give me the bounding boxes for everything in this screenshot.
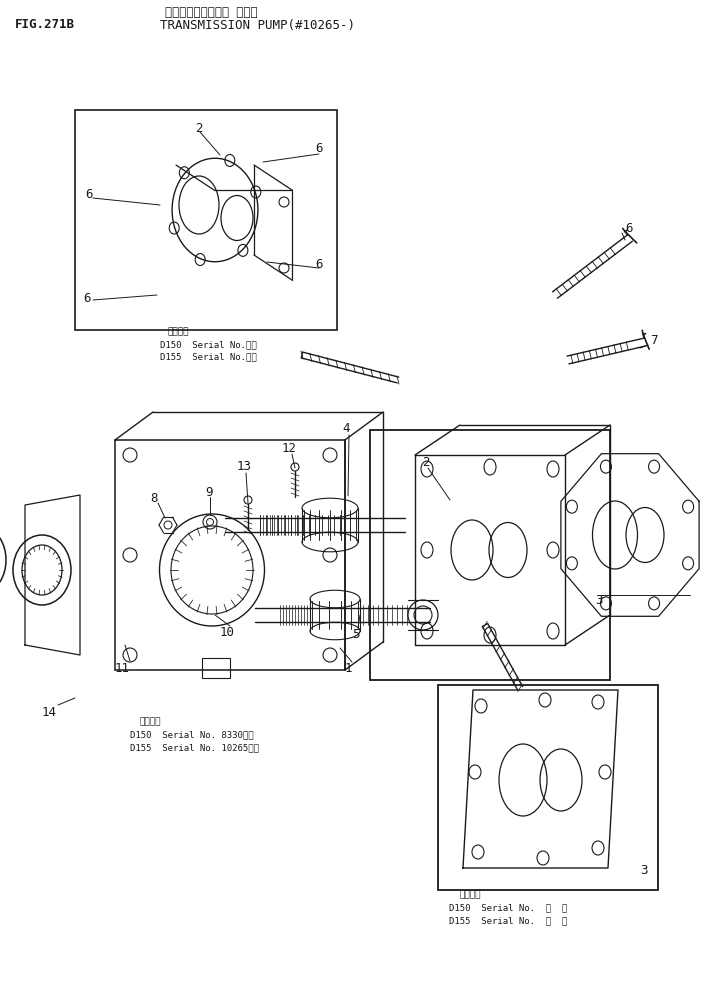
Text: 8: 8 [150, 491, 158, 505]
Text: 適用号継: 適用号継 [460, 890, 481, 900]
Text: 14: 14 [42, 706, 57, 719]
Bar [75, 110, 337, 330]
Text: 6: 6 [83, 291, 90, 305]
Bar [438, 685, 658, 890]
Text: 3: 3 [640, 863, 648, 876]
Text: トランスミッション ボンプ: トランスミッション ボンプ [165, 6, 258, 19]
Text: D150  Serial No. 8330～・: D150 Serial No. 8330～・ [130, 731, 253, 740]
Text: D155  Serial No. 10265～・: D155 Serial No. 10265～・ [130, 743, 259, 752]
Text: 適用号継: 適用号継 [168, 328, 190, 337]
Text: D150  Serial No.  ・  ～: D150 Serial No. ・ ～ [449, 904, 567, 913]
Text: 13: 13 [237, 460, 252, 473]
Text: D155  Serial No.  ・  ～: D155 Serial No. ・ ～ [449, 917, 567, 926]
Text: 7: 7 [650, 334, 657, 346]
Text: 3: 3 [595, 593, 603, 607]
Text: 10: 10 [220, 627, 235, 640]
Text: TRANSMISSION PUMP(#10265-): TRANSMISSION PUMP(#10265-) [160, 19, 355, 32]
Text: 6: 6 [85, 188, 92, 202]
Text: 6: 6 [625, 222, 633, 235]
Text: 4: 4 [342, 422, 349, 435]
Text: 適用号継: 適用号継 [140, 718, 161, 727]
Text: 5: 5 [352, 629, 359, 642]
Bar [370, 430, 610, 680]
Bar [202, 658, 230, 678]
Text: 2: 2 [195, 122, 202, 135]
Text: 9: 9 [205, 485, 212, 499]
Text: D155  Serial No.・～: D155 Serial No.・～ [160, 352, 257, 361]
Text: 1: 1 [345, 661, 352, 674]
Text: 2: 2 [422, 455, 430, 468]
Text: 12: 12 [282, 442, 297, 454]
Text: 6: 6 [315, 142, 322, 154]
Text: FIG.271B: FIG.271B [15, 19, 75, 32]
Text: 11: 11 [115, 661, 130, 674]
Text: D150  Serial No.・～: D150 Serial No.・～ [160, 341, 257, 349]
Text: 6: 6 [315, 258, 322, 271]
